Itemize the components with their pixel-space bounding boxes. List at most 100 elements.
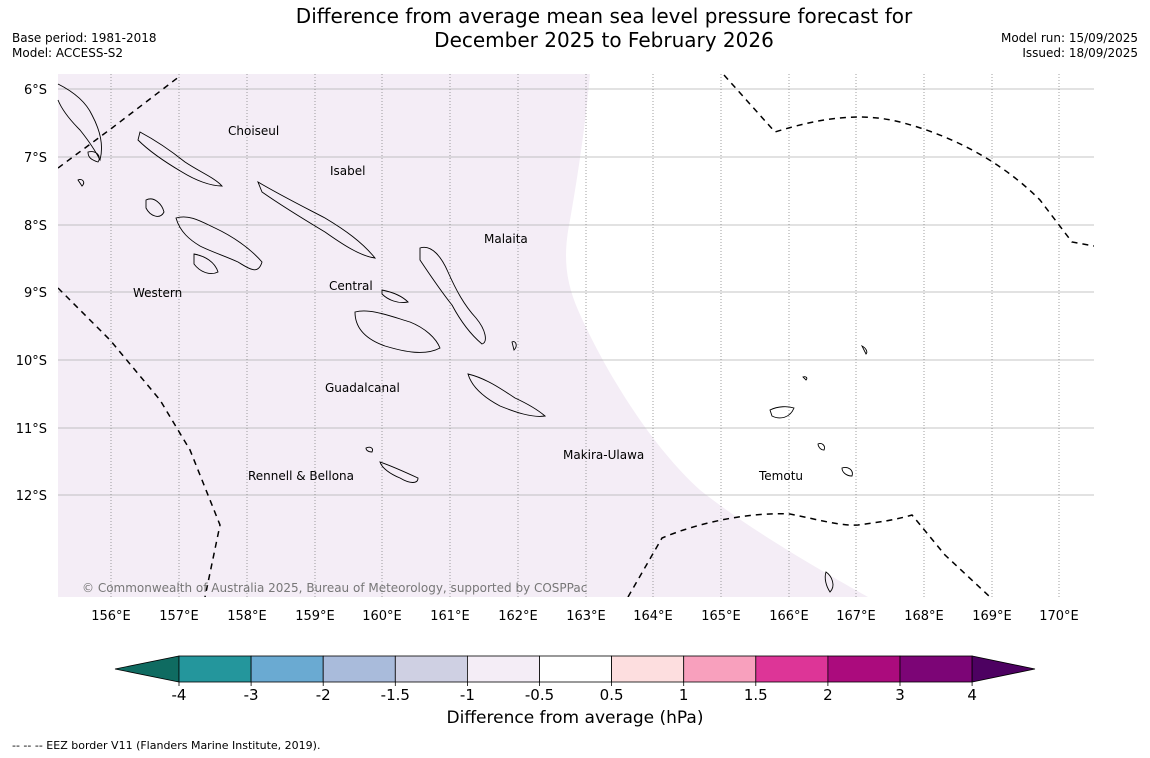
island-tikopia [824,571,834,593]
island-bougainville [57,83,103,162]
longitude-label: 162°E [498,609,538,624]
colorbar-tick-label: -1.5 [381,686,410,704]
map-title: Difference from average mean sea level p… [0,4,1150,52]
region-label: Central [329,279,373,293]
latitude-label: 8°S [24,219,47,234]
region-label: Western [133,286,182,300]
island-coastlines [57,83,868,593]
colorbar-segment [683,655,757,683]
region-label: Malaita [484,232,528,246]
colorbar-tick-label: -4 [172,686,187,704]
island-small-2 [87,151,100,163]
island-duff [802,376,808,381]
title-line-2: December 2025 to February 2026 [434,28,774,52]
island-rendova [193,253,219,275]
longitude-label: 158°E [227,609,267,624]
issued-date: Issued: 18/09/2025 [1022,46,1138,60]
longitude-label: 159°E [295,609,335,624]
island-western-group [175,216,263,271]
island-choiseul [137,131,223,187]
island-isabel [257,180,377,259]
longitude-label: 156°E [91,609,131,624]
colorbar-tick-label: 4 [967,686,977,704]
island-bellona [365,446,373,453]
colorbar-segment [539,655,612,683]
colorbar-tick-label: 3 [895,686,905,704]
colorbar-arrow-right [971,655,1036,683]
region-label: Temotu [758,469,803,483]
latitude-label: 6°S [24,83,47,98]
island-central-ngella [381,289,409,303]
colorbar-arrow-left [114,655,180,683]
island-small-4 [860,344,868,355]
island-malaita [419,246,486,345]
longitude-label: 160°E [362,609,402,624]
title-line-1: Difference from average mean sea level p… [295,4,913,28]
colorbar-segment [755,655,829,683]
latitude-label: 11°S [16,422,47,437]
eez-borders [58,74,1094,597]
island-gizo [145,198,165,217]
region-label: Makira-Ulawa [563,448,644,462]
colorbar-tick-label: 2 [823,686,833,704]
region-label: Isabel [330,164,365,178]
eez-legend-footer: -- -- -- EEZ border V11 (Flanders Marine… [12,739,321,752]
model-run: Model run: 15/09/2025 [1000,31,1138,45]
colorbar-tick-label: -1 [460,686,475,704]
region-label: Choiseul [228,124,279,138]
colorbar-tick-label: 1.5 [744,686,768,704]
colorbar [114,655,1036,683]
longitude-gridlines [110,74,1060,597]
colorbar-tick-label: 0.5 [600,686,624,704]
longitude-label: 163°E [566,609,606,624]
island-vanikoro [841,467,853,477]
island-guadalcanal [354,310,441,353]
region-label: Rennell & Bellona [248,469,354,483]
colorbar-tick-label: -0.5 [525,686,554,704]
colorbar-label: Difference from average (hPa) [446,708,704,728]
meta-left: Base period: 1981-2018 Model: ACCESS-S2 [12,31,157,61]
island-utupua [817,443,825,451]
base-period: Base period: 1981-2018 [12,31,157,45]
latitude-label: 9°S [24,286,47,301]
copyright-notice: © Commonwealth of Australia 2025, Bureau… [82,581,587,595]
longitude-label: 164°E [633,609,673,624]
anomaly-shaded-region [58,74,868,597]
colorbar-segment [611,655,685,683]
colorbar-tick-label: -2 [316,686,331,704]
longitude-labels: 156°E 157°E 158°E 159°E 160°E 161°E 162°E 163°E… [91,609,1079,624]
colorbar-segment [178,655,252,683]
latitude-label: 10°S [16,354,47,369]
colorbar-segment [322,655,396,683]
longitude-label: 157°E [159,609,199,624]
colorbar-segment [899,655,973,683]
latitude-labels: 6°S 7°S 8°S 9°S 10°S 11°S 12°S [16,83,47,504]
longitude-label: 170°E [1039,609,1079,624]
region-label: Guadalcanal [325,381,400,395]
island-makira [467,373,547,417]
colorbar-segment [827,655,901,683]
meta-right: Model run: 15/09/2025 Issued: 18/09/2025 [1001,31,1138,61]
longitude-label: 168°E [904,609,944,624]
colorbar-segment [250,655,324,683]
colorbar-segment [394,655,468,683]
island-rennell [379,461,419,483]
latitude-gridlines [58,88,1094,496]
colorbar-tick-label: -3 [244,686,259,704]
colorbar-tick-label: 1 [679,686,689,704]
region-labels: Choiseul Isabel Malaita Western Central Guada… [133,124,803,483]
longitude-label: 167°E [836,609,876,624]
island-small-3 [77,179,85,187]
latitude-label: 7°S [24,151,47,166]
island-small-1 [511,341,517,351]
island-santa-cruz [769,406,795,419]
model-name: Model: ACCESS-S2 [12,46,124,60]
longitude-label: 161°E [430,609,470,624]
colorbar-tick-labels: -4 -3 -2 -1.5 -1 -0.5 0.5 1 1.5 2 3 4 [172,682,977,704]
latitude-label: 12°S [16,489,47,504]
longitude-label: 169°E [972,609,1012,624]
longitude-label: 165°E [701,609,741,624]
longitude-label: 166°E [769,609,809,624]
colorbar-segment [466,655,540,683]
